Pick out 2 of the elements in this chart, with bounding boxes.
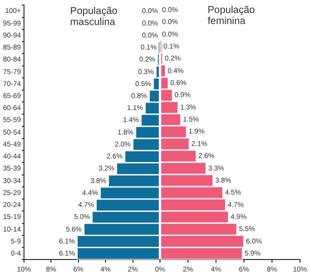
text: População masculina [70,6,118,28]
text: População feminina [208,4,256,27]
